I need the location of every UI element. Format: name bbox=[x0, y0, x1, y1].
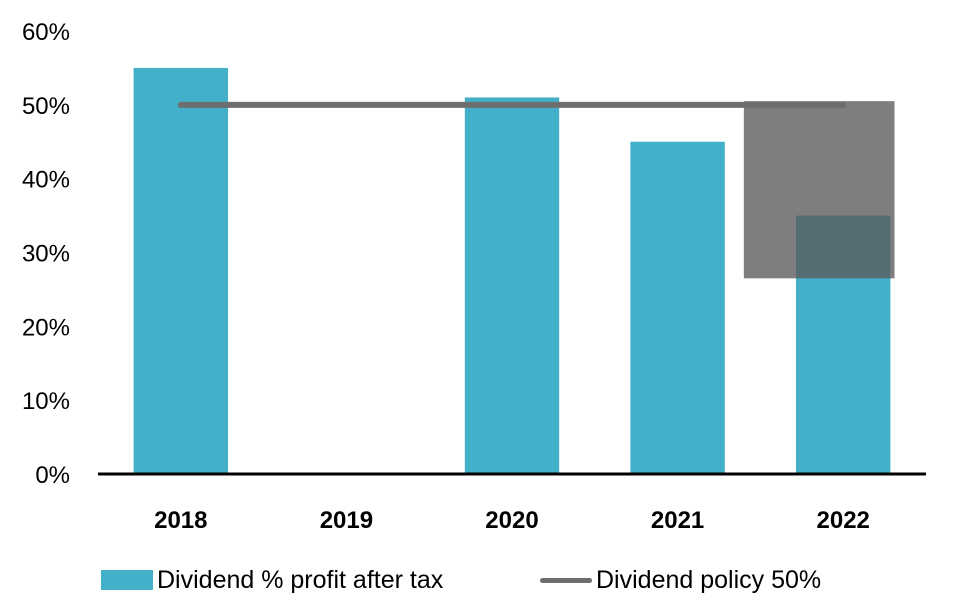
shaded-range bbox=[743, 101, 895, 279]
y-tick-label: 0% bbox=[35, 462, 70, 489]
y-axis-ticks: 0% 10% 20% 30% 40% 50% 60% bbox=[22, 19, 70, 489]
y-tick-label: 30% bbox=[22, 241, 70, 268]
bar-2021 bbox=[630, 141, 725, 474]
bar-2018 bbox=[133, 67, 228, 475]
x-axis-categories: 2018 2019 2020 2021 2022 bbox=[154, 507, 870, 534]
legend-swatch-bar bbox=[101, 570, 153, 590]
bar-2020 bbox=[464, 97, 560, 474]
y-tick-label: 10% bbox=[22, 388, 70, 415]
y-tick-label: 50% bbox=[22, 93, 70, 120]
legend-label-dividend-policy: Dividend policy 50% bbox=[596, 565, 822, 594]
x-category-label: 2022 bbox=[817, 507, 870, 534]
legend-label-dividend-profit: Dividend % profit after tax bbox=[157, 565, 444, 594]
legend-swatch-line bbox=[540, 577, 592, 583]
legend-item-dividend-policy: Dividend policy 50% bbox=[540, 560, 821, 600]
y-tick-label: 60% bbox=[22, 19, 70, 46]
legend-item-dividend-profit: Dividend % profit after tax bbox=[101, 560, 443, 600]
y-tick-label: 20% bbox=[22, 314, 70, 341]
y-tick-label: 40% bbox=[22, 167, 70, 194]
x-category-label: 2021 bbox=[651, 507, 704, 534]
x-category-label: 2020 bbox=[485, 507, 538, 534]
shaded-range-box bbox=[743, 101, 895, 279]
x-category-label: 2019 bbox=[320, 507, 373, 534]
legend: Dividend % profit after tax Dividend pol… bbox=[0, 560, 957, 600]
x-category-label: 2018 bbox=[154, 507, 207, 534]
